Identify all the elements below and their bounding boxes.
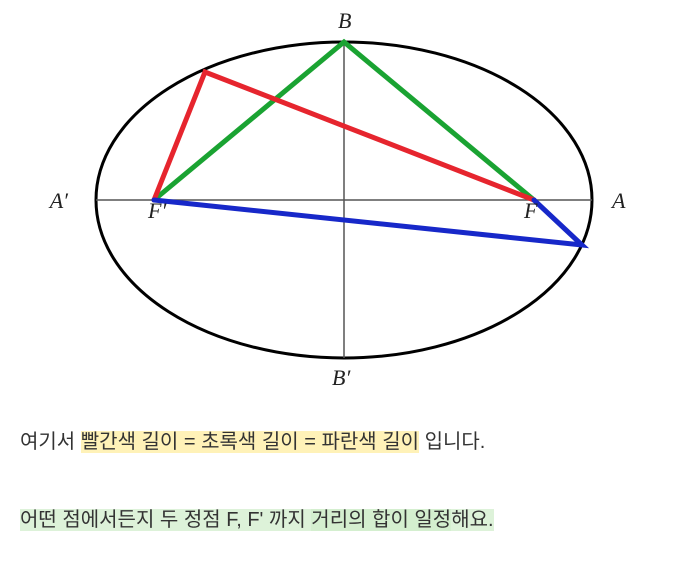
ellipse-diagram: A A′ B B′ F F′ [0,0,688,400]
label-B-prime: B′ [332,365,351,390]
line2-highlight-2: 거리의 합이 일정 [311,509,451,531]
line1-highlight: 빨간색 길이 = 초록색 길이 = 파란색 길이 [81,431,419,453]
label-A: A [610,188,626,213]
line2-highlight-1: 어떤 점에서든지 두 정점 F, F' 까지 [20,509,311,531]
label-A-prime: A′ [48,188,69,213]
explanation-line-2: 어떤 점에서든지 두 정점 F, F' 까지 거리의 합이 일정해요. [0,496,688,544]
label-B: B [338,8,351,33]
label-F-prime: F′ [147,198,167,223]
line1-pre: 여기서 [20,431,81,453]
line2-post: 해요. [451,509,493,531]
label-F: F [523,198,538,223]
line1-post: 입니다. [419,431,485,453]
blue-path [154,200,582,245]
explanation-line-1: 여기서 빨간색 길이 = 초록색 길이 = 파란색 길이 입니다. [0,418,688,466]
